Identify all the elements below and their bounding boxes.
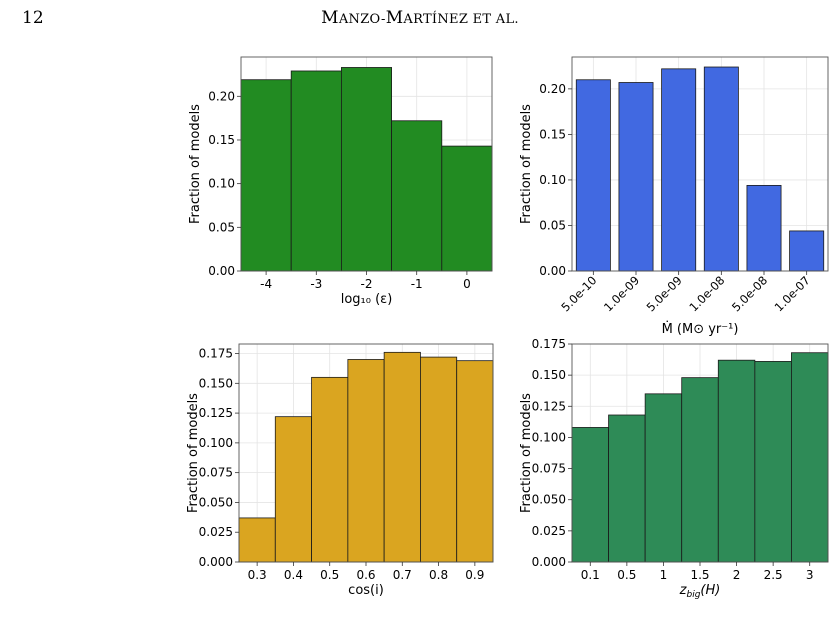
x-tick-label: 5.0e-09 [644,273,685,314]
y-tick-label: 0.150 [199,376,233,390]
y-tick-label: 0.050 [532,493,566,507]
bar-5.0e-10 [575,79,611,272]
bar-5.0e-08 [746,184,782,272]
y-tick-label: 0.000 [199,555,233,569]
x-tick-label: 0.1 [581,568,600,582]
bar-1.0e-09 [618,82,654,272]
x-tick-label: 0.5 [617,568,636,582]
bar-0.1 [571,427,609,563]
x-axis-label: zbig(H) [679,583,721,600]
bar-2 [717,359,756,563]
y-tick-label: 0.025 [532,524,566,538]
bar-1.5 [681,377,719,563]
x-tick-label: -4 [260,277,272,291]
running-head-rest: ANZO- [338,12,386,27]
x-tick-label: 2.5 [764,568,783,582]
x-tick-label: 1.5 [690,568,709,582]
y-tick-label: 0.100 [199,436,233,450]
y-tick-label: 0.175 [532,337,566,351]
running-head-first2: M [385,8,404,28]
x-tick-label: -1 [411,277,423,291]
x-tick-label: 0.5 [320,568,339,582]
y-tick-label: 0.20 [539,82,566,96]
x-axis-label: Ṁ (M⊙ yr⁻¹) [662,321,739,337]
y-tick-label: 0.10 [208,177,235,191]
y-tick-label: 0.075 [199,466,233,480]
bar-0.4 [274,416,312,563]
bar-0.7 [383,351,421,563]
bar-0.3 [238,517,276,563]
y-tick-label: 0.150 [532,368,566,382]
bar-0.5 [311,376,349,563]
x-tick-label: 0.6 [356,568,375,582]
x-tick-label: 0.4 [284,568,303,582]
x-tick-label: 0.8 [429,568,448,582]
x-tick-label: 5.0e-10 [558,273,599,314]
y-tick-label: 0.000 [532,555,566,569]
bar-2.5 [754,361,792,563]
y-axis-label: Fraction of models [519,104,534,224]
x-tick-label: 1.0e-09 [601,273,642,314]
bar-5.0e-09 [661,68,697,272]
y-tick-label: 0.175 [199,347,233,361]
running-head-first: M [321,8,339,28]
x-tick-label: 0.9 [465,568,484,582]
bar-3 [791,352,829,563]
x-tick-label: 0 [463,277,471,291]
bar--2 [340,67,392,272]
y-tick-label: 0.125 [532,399,566,413]
y-tick-label: 0.100 [532,430,566,444]
bar-1.0e-07 [789,230,825,272]
bar-0.6 [347,359,385,563]
y-tick-label: 0.15 [539,127,566,141]
y-tick-label: 0.20 [208,89,235,103]
x-tick-label: 0.7 [393,568,412,582]
chart-panel-zbig: 0.000 0.025 0.050 0.075 0.100 0.125 0.150 0.175… [519,337,829,600]
bar--4 [240,79,292,272]
bar-1 [644,393,683,563]
y-axis-label: Fraction of models [519,393,534,513]
x-tick-label: 5.0e-08 [729,273,770,314]
x-tick-label: 1 [660,568,668,582]
bar-0 [441,145,493,272]
x-tick-label: 3 [806,568,814,582]
y-tick-label: 0.025 [199,525,233,539]
x-tick-label: -2 [361,277,373,291]
x-tick-label: 0.3 [248,568,267,582]
bar-0.5 [608,414,646,563]
y-tick-label: 0.10 [539,173,566,187]
y-axis-label: Fraction of models [186,393,201,513]
y-tick-label: 0.00 [208,264,235,278]
bar--3 [290,70,342,272]
bar--1 [391,120,443,272]
chart-panel-cosi: 0.000 0.025 0.050 0.075 0.100 0.125 0.150 0.175… [186,343,494,598]
x-axis-label: log₁₀ (ε) [341,292,393,307]
y-tick-label: 0.15 [208,133,235,147]
y-tick-label: 0.05 [539,218,566,232]
x-axis-label: cos(i) [348,583,384,598]
y-tick-label: 0.050 [199,495,233,509]
y-axis-label: Fraction of models [188,104,203,224]
x-tick-label: 1.0e-07 [772,273,813,314]
x-tick-label: -3 [310,277,322,291]
bar-0.8 [420,356,458,563]
chart-panel-mdot: 0.000.050.100.150.205.0e-10 1.0e-09 5.0e-0… [519,56,829,337]
chart-panel-epsilon: 0.00 0.05 0.10 0.15 0.20 -4 -3 -2 -1 0 Fraction of… [188,56,493,307]
y-tick-label: 0.075 [532,462,566,476]
running-head: MANZO-MARTÍNEZ ET AL. [300,8,540,28]
running-head-rest2: ARTÍNEZ ET AL. [403,12,519,27]
page-number: 12 [22,8,44,28]
bar-0.9 [456,360,494,563]
x-tick-label: 2 [733,568,741,582]
caption-cropped [0,608,833,623]
y-tick-label: 0.125 [199,406,233,420]
y-tick-label: 0.00 [539,264,566,278]
y-tick-label: 0.05 [208,220,235,234]
bar-1.0e-08 [703,66,739,272]
x-tick-label: 1.0e-08 [686,273,727,314]
plot-frame [571,56,829,272]
